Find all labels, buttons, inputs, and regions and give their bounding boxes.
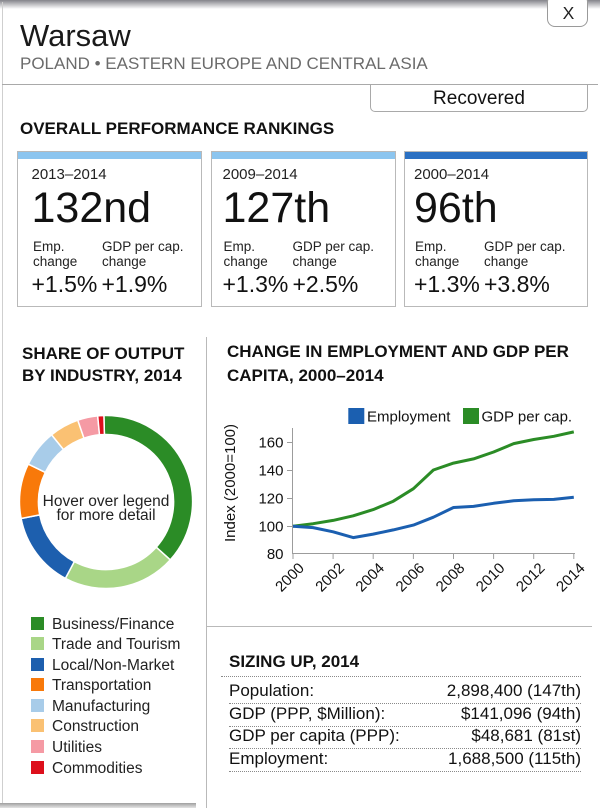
svg-text:100: 100: [258, 519, 283, 536]
svg-text:140: 140: [258, 463, 283, 480]
svg-text:2010: 2010: [473, 560, 509, 596]
svg-text:Index (2000=100): Index (2000=100): [222, 424, 239, 542]
svg-text:2006: 2006: [393, 560, 429, 596]
svg-text:GDP per cap.: GDP per cap.: [482, 409, 573, 426]
svg-text:2014: 2014: [553, 560, 589, 596]
svg-text:120: 120: [258, 491, 283, 508]
svg-text:80: 80: [267, 546, 284, 563]
svg-text:2012: 2012: [513, 560, 549, 596]
svg-text:160: 160: [258, 435, 283, 452]
svg-text:2004: 2004: [352, 560, 388, 596]
svg-text:2008: 2008: [433, 560, 469, 596]
svg-text:2002: 2002: [312, 560, 348, 596]
svg-text:Employment: Employment: [367, 409, 451, 426]
svg-text:2000: 2000: [272, 560, 308, 596]
